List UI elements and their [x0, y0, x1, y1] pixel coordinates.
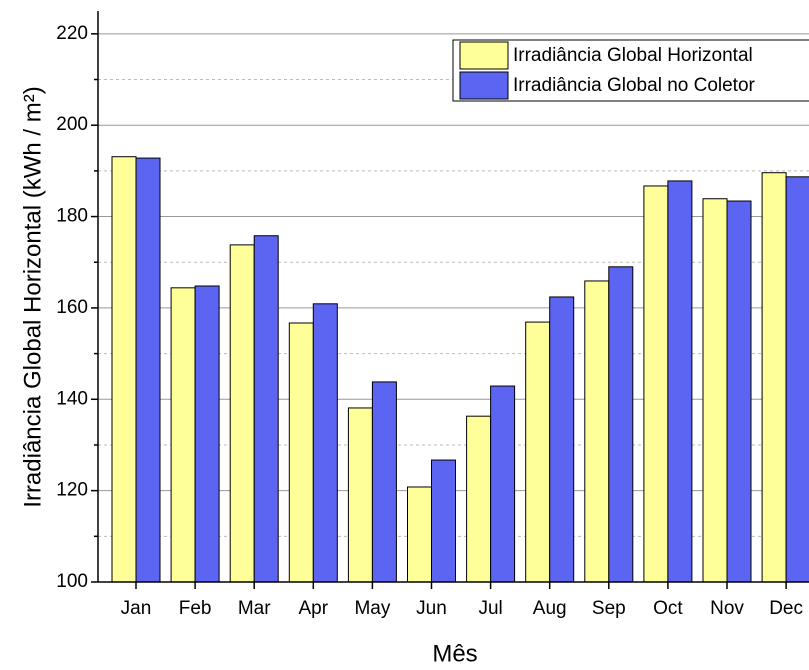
- bar: [466, 415, 492, 583]
- bar: [312, 303, 338, 583]
- legend-swatch: [459, 41, 509, 70]
- x-tick-label: Apr: [299, 598, 329, 619]
- x-tick-label: Sep: [592, 598, 626, 619]
- bar: [407, 486, 432, 583]
- x-tick-label: Jun: [416, 598, 447, 619]
- bar: [549, 296, 575, 583]
- legend-swatch: [459, 71, 509, 100]
- bar: [347, 407, 373, 583]
- bar: [667, 180, 693, 583]
- x-tick-label: Jul: [478, 598, 502, 619]
- bar: [229, 244, 255, 583]
- x-tick-label: Oct: [653, 598, 683, 619]
- bar: [371, 381, 397, 583]
- y-tick-label: 100: [56, 571, 88, 592]
- bar: [194, 285, 220, 583]
- x-tick-label: Nov: [710, 598, 744, 619]
- y-tick-label: 160: [56, 297, 88, 318]
- y-tick-label: 180: [56, 206, 88, 227]
- bar: [726, 200, 752, 583]
- bar: [288, 322, 314, 583]
- bar: [785, 176, 809, 583]
- y-axis-label: Irradiância Global Horizontal (kWh / m²): [19, 86, 46, 507]
- y-tick-label: 200: [56, 114, 88, 135]
- bar: [431, 459, 456, 583]
- bar: [253, 235, 279, 583]
- legend-label: Irradiância Global no Coletor: [513, 75, 756, 96]
- bar: [608, 266, 634, 583]
- x-tick-label: May: [354, 598, 390, 619]
- bar: [490, 385, 516, 583]
- x-tick-label: Aug: [533, 598, 567, 619]
- bar: [761, 172, 787, 583]
- y-tick-label: 220: [56, 23, 88, 44]
- x-tick-label: Dec: [769, 598, 803, 619]
- bar: [111, 156, 137, 583]
- x-tick-label: Jan: [121, 598, 152, 619]
- legend-label: Irradiância Global Horizontal: [513, 45, 753, 66]
- y-tick-label: 120: [56, 480, 88, 501]
- x-tick-label: Feb: [179, 598, 212, 619]
- bar: [584, 280, 610, 583]
- bar: [170, 287, 196, 583]
- x-tick-label: Mar: [238, 598, 271, 619]
- bar: [135, 157, 161, 583]
- bar: [702, 198, 728, 583]
- bar: [643, 185, 669, 583]
- legend-box: [452, 39, 809, 102]
- bar: [525, 321, 551, 583]
- x-axis-label: Mês: [432, 640, 477, 667]
- y-tick-label: 140: [56, 388, 88, 409]
